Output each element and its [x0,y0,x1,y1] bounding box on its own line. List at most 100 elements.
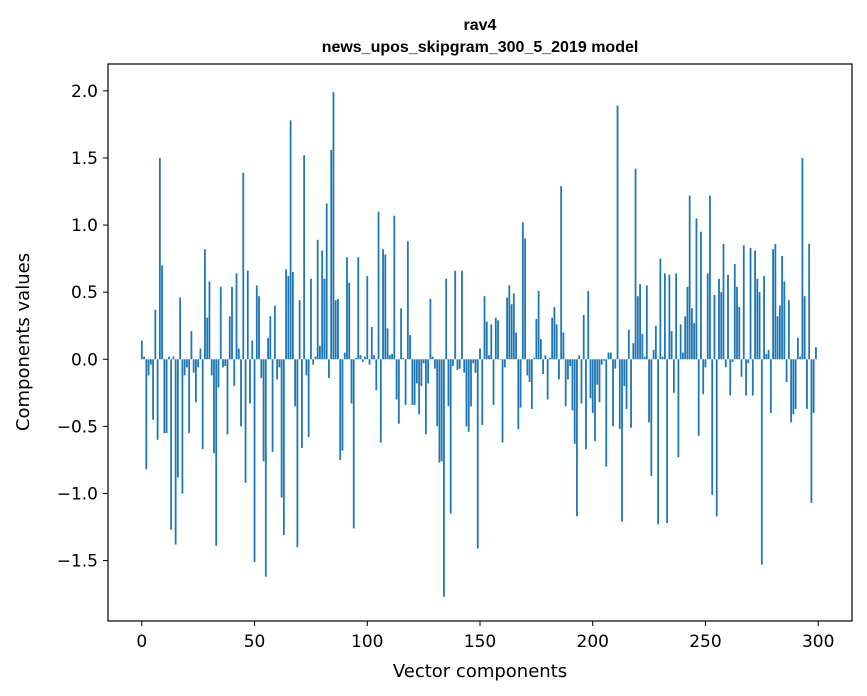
bar [472,359,475,364]
bar [490,324,493,360]
bar [636,296,639,360]
bar [535,319,538,360]
bar [542,359,545,375]
bar [731,359,734,362]
bar [384,254,387,360]
bar [267,337,269,360]
bar [499,359,502,360]
bar [431,356,434,360]
bar [375,359,378,391]
bar [548,357,551,360]
bar [745,359,747,396]
x-tick-label: 300 [802,632,834,652]
bar [787,300,790,360]
bar [643,356,646,360]
bar [366,276,369,360]
bar [409,335,412,360]
bar [754,250,756,360]
bar [310,278,312,360]
bar [298,300,301,360]
bar [447,359,450,407]
bar [258,296,260,360]
bar [623,359,626,387]
bar [519,359,522,408]
bar [458,359,461,369]
bar [479,348,481,360]
y-tick-label: −1.5 [57,552,98,572]
bar [357,257,360,360]
y-axis-label: Components values [13,253,34,431]
bar [388,355,391,360]
bar [670,331,673,360]
bar [634,168,637,360]
bar [560,186,563,360]
bar [679,324,682,360]
bar [749,247,752,360]
x-tick-label: 250 [689,632,721,652]
bar [760,359,763,565]
bar [208,281,211,360]
bar [328,359,330,379]
bar [186,359,188,368]
bar [440,359,443,462]
bar [289,120,292,360]
bar [796,337,799,360]
bar [285,269,288,360]
bar [391,353,393,360]
bar [718,278,720,360]
bar [603,359,605,361]
bar [769,359,772,413]
bar [510,304,513,360]
bar [325,203,328,360]
bar [772,249,774,360]
bar [341,359,344,451]
bar [537,290,540,360]
bar [742,245,745,360]
bar [386,328,389,360]
bar [503,359,506,368]
bar [621,359,623,522]
bar [337,298,339,360]
bar [661,356,664,360]
bar [422,359,425,364]
bar [143,356,145,360]
bar [253,359,256,562]
bar [282,359,285,536]
bar [434,359,436,369]
bar [738,306,741,360]
bar [758,292,761,360]
bar [343,352,346,360]
bar [713,294,716,360]
bar [149,359,152,365]
bar [594,359,596,442]
bar [564,359,567,407]
bar [526,359,529,376]
bar [808,243,811,360]
bar [395,359,398,400]
y-tick-label: −1.0 [57,484,98,504]
bar [485,321,488,360]
bar [370,327,373,360]
bar [756,278,759,360]
bar [449,359,452,514]
chart-title-line2: news_upos_skipgram_300_5_2019 model [322,39,639,56]
bar [657,359,660,525]
bar [165,359,168,434]
bar [197,359,200,368]
bar [210,359,213,376]
bar [339,359,342,460]
bar [461,270,463,360]
bar [776,316,779,360]
bar [174,359,177,545]
bar [445,278,448,360]
bar [810,359,813,503]
x-axis-label: Vector components [393,661,567,682]
bar [278,359,281,368]
bar [663,273,666,360]
bar [199,348,202,360]
bar [544,355,547,360]
bar [195,359,197,403]
bar [555,324,558,360]
bar [641,333,644,360]
